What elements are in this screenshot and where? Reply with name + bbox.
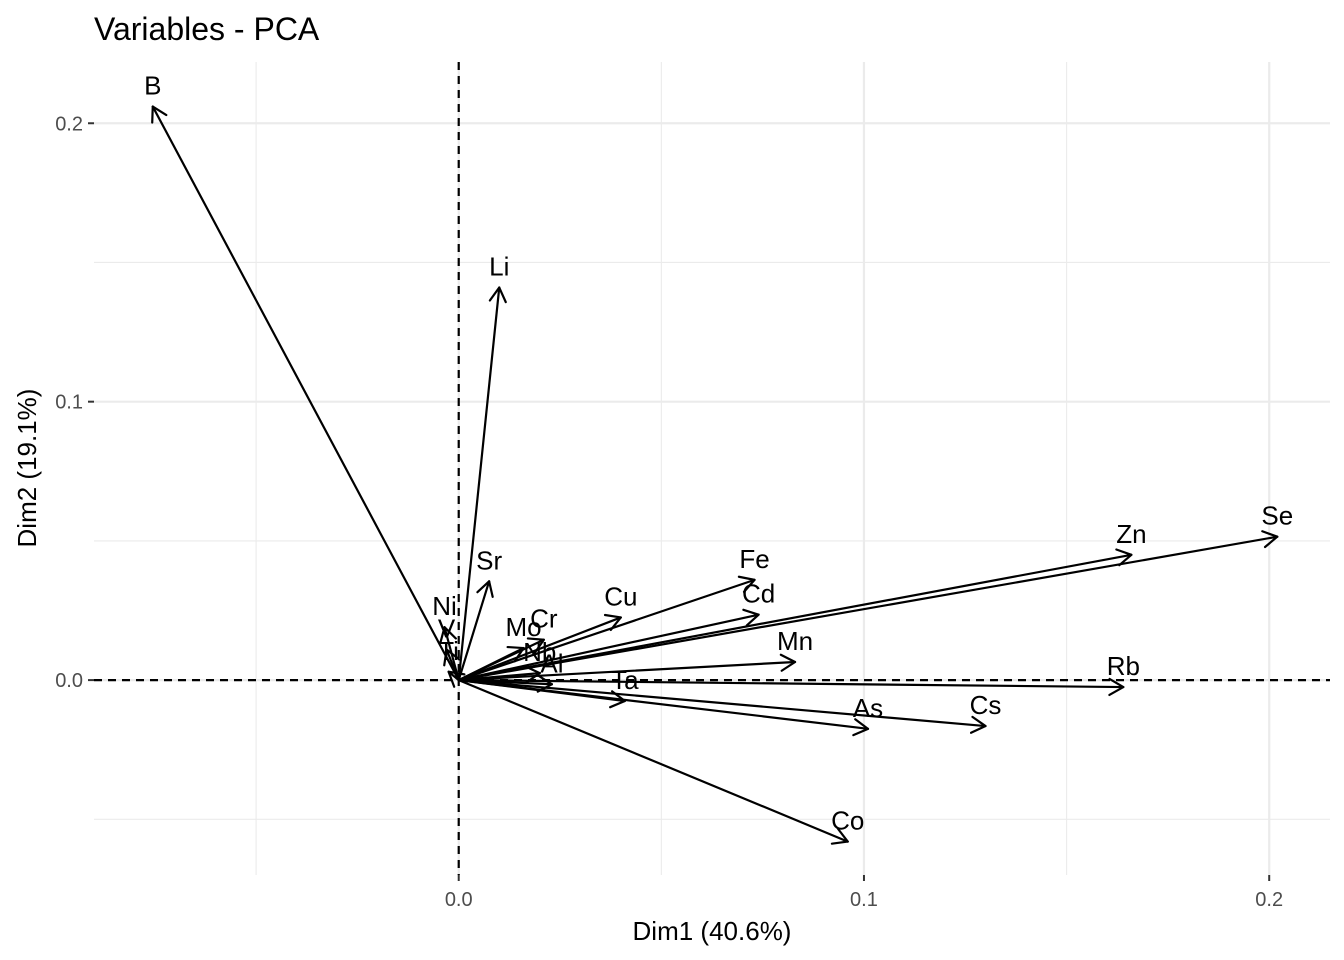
vector-sr: [457, 580, 494, 682]
vector-shaft: [457, 580, 491, 682]
vector-arrowhead: [830, 827, 849, 845]
grid: [94, 62, 1330, 875]
vector-arrowhead: [447, 670, 466, 688]
vector-ti: [447, 670, 466, 688]
y-axis-title: Dim2 (19.1%): [12, 389, 42, 548]
variable-label: Li: [489, 252, 509, 282]
variable-label: Ta: [611, 665, 639, 695]
vector-li: [457, 286, 507, 682]
vector-arrowhead: [742, 608, 760, 627]
variable-label: Cs: [970, 690, 1002, 720]
vector-shaft: [457, 679, 870, 730]
vector-shaft: [457, 679, 1125, 689]
variable-label: Nb: [523, 637, 556, 667]
vector-shaft: [457, 286, 501, 682]
variable-label: Ti: [438, 636, 459, 666]
vector-rb: [457, 677, 1125, 697]
vector-arrowhead: [439, 626, 457, 644]
variable-label: Fe: [739, 544, 769, 574]
vector-shaft: [457, 578, 756, 682]
vector-cu: [457, 613, 622, 682]
vector-arrowhead: [151, 105, 168, 124]
vector-zn: [457, 548, 1133, 682]
vector-shaft: [457, 535, 1279, 682]
x-tick-label: 0.2: [1255, 889, 1283, 911]
vector-arrowhead: [524, 665, 541, 684]
vector-shaft: [445, 648, 460, 682]
vector-shaft: [457, 672, 541, 682]
vector-as: [457, 679, 870, 737]
vector-fe: [457, 575, 756, 682]
variable-label: Cu: [604, 581, 637, 611]
x-tick-label: 0.1: [850, 889, 878, 911]
variable-vectors: [151, 105, 1279, 845]
variable-label: Al: [540, 648, 563, 678]
vector-arrowhead: [852, 718, 870, 737]
vector-shaft: [457, 616, 622, 682]
vector-shaft: [457, 613, 760, 682]
vector-cs: [457, 679, 987, 734]
vector-shaft: [457, 679, 849, 843]
vector-shaft: [457, 553, 1133, 682]
vector-arrowhead: [1108, 677, 1125, 697]
variable-label: Mo: [505, 612, 541, 642]
chart-title: Variables - PCA: [94, 11, 320, 47]
vector-nb: [457, 665, 541, 684]
variable-label: Mn: [777, 626, 813, 656]
y-tick-label: 0.0: [55, 670, 83, 692]
variable-label: Zn: [1116, 519, 1146, 549]
variable-label: Cr: [530, 604, 558, 634]
variable-label: Rb: [1107, 651, 1140, 681]
variable-label: Co: [831, 806, 864, 836]
vector-arrowhead: [603, 613, 622, 632]
vector-shaft: [457, 679, 987, 728]
vector-arrowhead: [969, 715, 987, 734]
variable-label: Sr: [476, 545, 502, 575]
vector-co: [457, 679, 849, 845]
reference-lines: [94, 62, 1330, 875]
vector-v: [443, 648, 461, 682]
x-axis-title: Dim1 (40.6%): [633, 916, 792, 946]
axis-ticks: 0.0 0.1 0.2 0.0 0.1 0.2: [55, 113, 1283, 911]
vector-cd: [457, 608, 760, 682]
variable-label: As: [853, 693, 883, 723]
vector-mn: [457, 653, 797, 682]
vector-arrowhead: [488, 286, 507, 304]
vector-se: [457, 530, 1279, 682]
variable-label: Cd: [742, 579, 775, 609]
variable-label: Ni: [432, 591, 457, 621]
vector-arrowhead: [737, 575, 756, 593]
x-tick-label: 0.0: [445, 889, 473, 911]
vector-shaft: [151, 105, 460, 682]
vector-arrowhead: [443, 648, 461, 667]
variable-label: V: [438, 613, 456, 643]
variable-label: B: [144, 71, 161, 101]
vector-arrowhead: [779, 653, 797, 672]
vector-arrowhead: [1115, 548, 1133, 567]
y-tick-label: 0.2: [55, 113, 83, 135]
vector-arrowhead: [476, 580, 494, 598]
vector-shaft: [457, 660, 797, 682]
variable-label: Se: [1261, 501, 1293, 531]
y-tick-label: 0.1: [55, 392, 83, 414]
vector-b: [151, 105, 460, 682]
vector-arrowhead: [1261, 530, 1279, 549]
